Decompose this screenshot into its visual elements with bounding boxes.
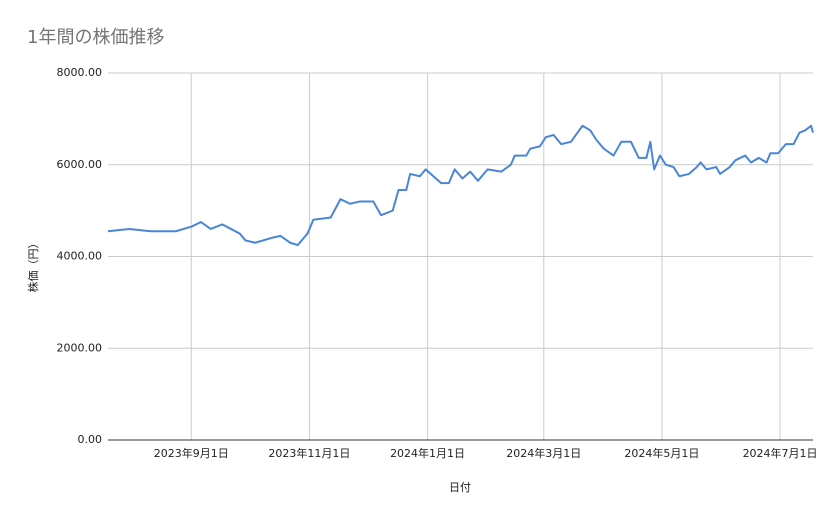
x-tick-label: 2024年3月1日	[506, 446, 581, 460]
y-axis-label: 株価（円）	[26, 238, 40, 293]
x-axis-label: 日付	[449, 481, 471, 494]
chart-title: 1年間の株価推移	[27, 27, 164, 48]
x-tick-label: 2024年5月1日	[624, 446, 699, 460]
x-tick-label: 2024年7月1日	[743, 446, 818, 460]
y-tick-label: 6000.00	[57, 158, 103, 171]
y-tick-label: 2000.00	[57, 341, 103, 354]
x-tick-label: 2023年11月1日	[268, 446, 350, 460]
x-tick-label: 2024年1月1日	[390, 446, 465, 460]
y-tick-label: 4000.00	[57, 250, 103, 263]
y-tick-label: 0.00	[78, 433, 103, 446]
y-tick-label: 8000.00	[57, 66, 103, 79]
x-tick-label: 2023年9月1日	[154, 446, 229, 460]
data-line	[107, 124, 814, 247]
